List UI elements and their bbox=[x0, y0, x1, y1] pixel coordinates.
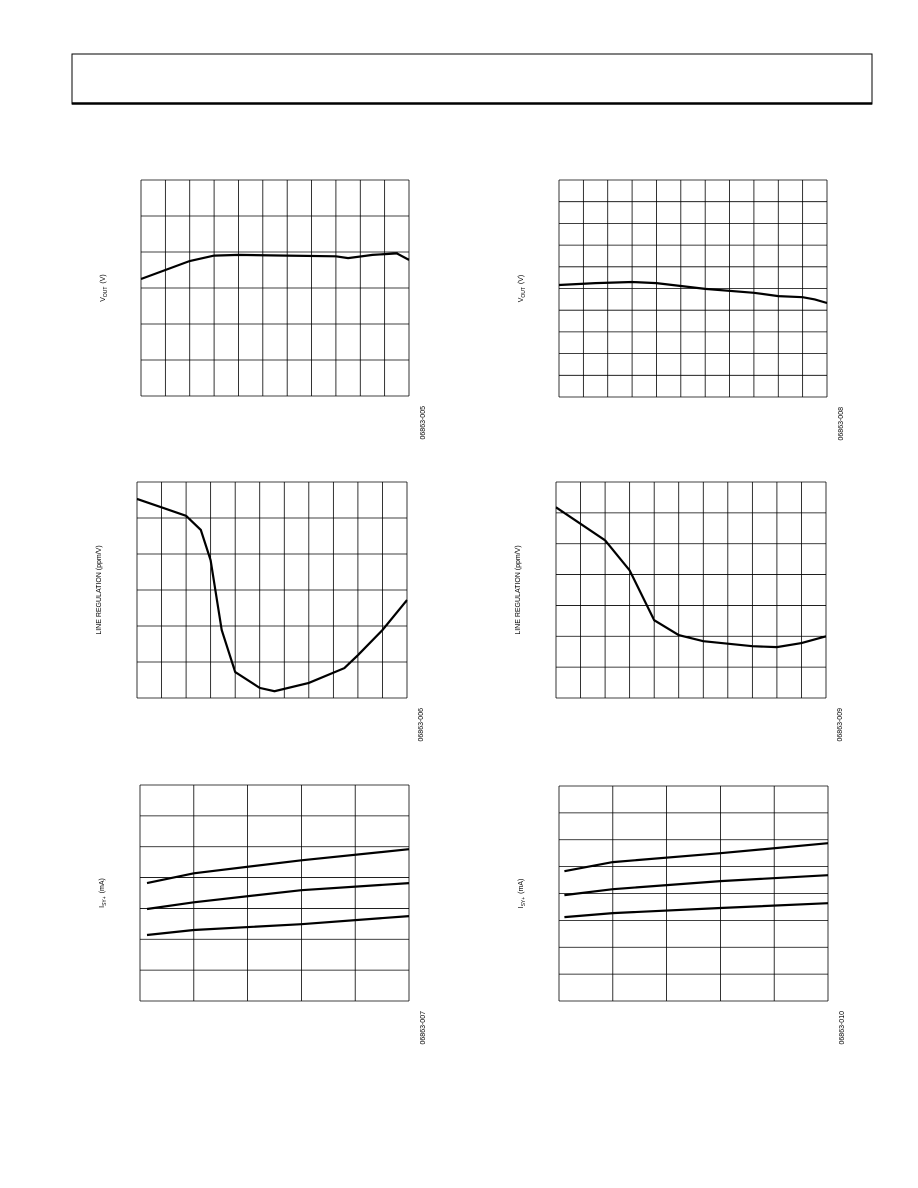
data-line bbox=[146, 915, 410, 937]
data-line bbox=[146, 882, 410, 911]
y-axis-label-part: (V) bbox=[100, 274, 107, 283]
y-axis-label-part: (mA) bbox=[518, 879, 525, 894]
figure-id: 06863-007 bbox=[420, 1011, 427, 1045]
data-line bbox=[555, 506, 827, 649]
data-line bbox=[140, 252, 410, 281]
y-axis-label: VOUT (V) bbox=[100, 274, 109, 302]
y-axis-label-part: (mA) bbox=[99, 878, 106, 893]
y-axis-label: LINE REGULATION (ppm/V) bbox=[96, 545, 103, 634]
figure-id: 06863-008 bbox=[838, 407, 845, 441]
y-axis-label: VOUT (V) bbox=[518, 275, 527, 303]
y-axis-label: LINE REGULATION (ppm/V) bbox=[515, 545, 522, 634]
y-axis-label-part: V bbox=[100, 297, 107, 302]
y-axis-label-part: LINE REGULATION (ppm/V) bbox=[96, 545, 103, 634]
figure-id: 06863-009 bbox=[837, 708, 844, 742]
y-axis-label-part: LINE REGULATION (ppm/V) bbox=[515, 545, 522, 634]
figure-id: 06863-010 bbox=[839, 1011, 846, 1045]
y-axis-label-part: I bbox=[99, 906, 106, 908]
y-axis-label-part: OUT bbox=[103, 287, 109, 298]
figure-id: 06863-005 bbox=[420, 406, 427, 440]
y-axis-label-part: SY+ bbox=[102, 896, 108, 906]
data-line bbox=[564, 842, 829, 873]
data-line bbox=[564, 874, 829, 897]
y-axis-label-part: (V) bbox=[518, 275, 525, 284]
header-box bbox=[71, 53, 873, 105]
data-line bbox=[146, 848, 410, 885]
y-axis-label-part: V bbox=[518, 297, 525, 302]
figure-id: 06863-006 bbox=[418, 708, 425, 742]
y-axis-label: ISY+ (mA) bbox=[518, 879, 527, 909]
data-line bbox=[564, 902, 829, 919]
data-line bbox=[558, 280, 828, 305]
y-axis-label-part: SY+ bbox=[521, 897, 527, 907]
data-line bbox=[136, 497, 408, 693]
y-axis-label-part: I bbox=[518, 906, 525, 908]
y-axis-label: ISY+ (mA) bbox=[99, 878, 108, 908]
y-axis-label-part: OUT bbox=[521, 287, 527, 298]
